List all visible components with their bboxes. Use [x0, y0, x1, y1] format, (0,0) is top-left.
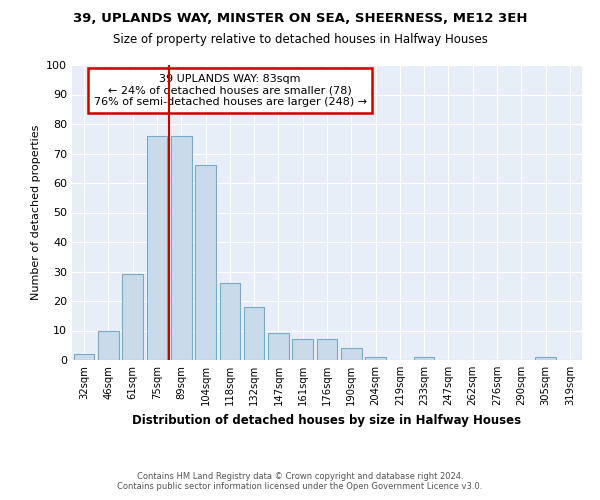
- X-axis label: Distribution of detached houses by size in Halfway Houses: Distribution of detached houses by size …: [133, 414, 521, 426]
- Text: 39, UPLANDS WAY, MINSTER ON SEA, SHEERNESS, ME12 3EH: 39, UPLANDS WAY, MINSTER ON SEA, SHEERNE…: [73, 12, 527, 26]
- Bar: [74, 354, 94, 360]
- Bar: [98, 330, 119, 360]
- Text: 39 UPLANDS WAY: 83sqm
← 24% of detached houses are smaller (78)
76% of semi-deta: 39 UPLANDS WAY: 83sqm ← 24% of detached …: [94, 74, 367, 107]
- Text: Contains public sector information licensed under the Open Government Licence v3: Contains public sector information licen…: [118, 482, 482, 491]
- Bar: [317, 340, 337, 360]
- Bar: [195, 166, 216, 360]
- Bar: [146, 136, 167, 360]
- Bar: [535, 357, 556, 360]
- Y-axis label: Number of detached properties: Number of detached properties: [31, 125, 41, 300]
- Bar: [292, 340, 313, 360]
- Text: Size of property relative to detached houses in Halfway Houses: Size of property relative to detached ho…: [113, 32, 487, 46]
- Bar: [341, 348, 362, 360]
- Bar: [268, 334, 289, 360]
- Bar: [171, 136, 191, 360]
- Bar: [220, 284, 240, 360]
- Bar: [122, 274, 143, 360]
- Bar: [365, 357, 386, 360]
- Text: Contains HM Land Registry data © Crown copyright and database right 2024.: Contains HM Land Registry data © Crown c…: [137, 472, 463, 481]
- Bar: [414, 357, 434, 360]
- Bar: [244, 307, 265, 360]
